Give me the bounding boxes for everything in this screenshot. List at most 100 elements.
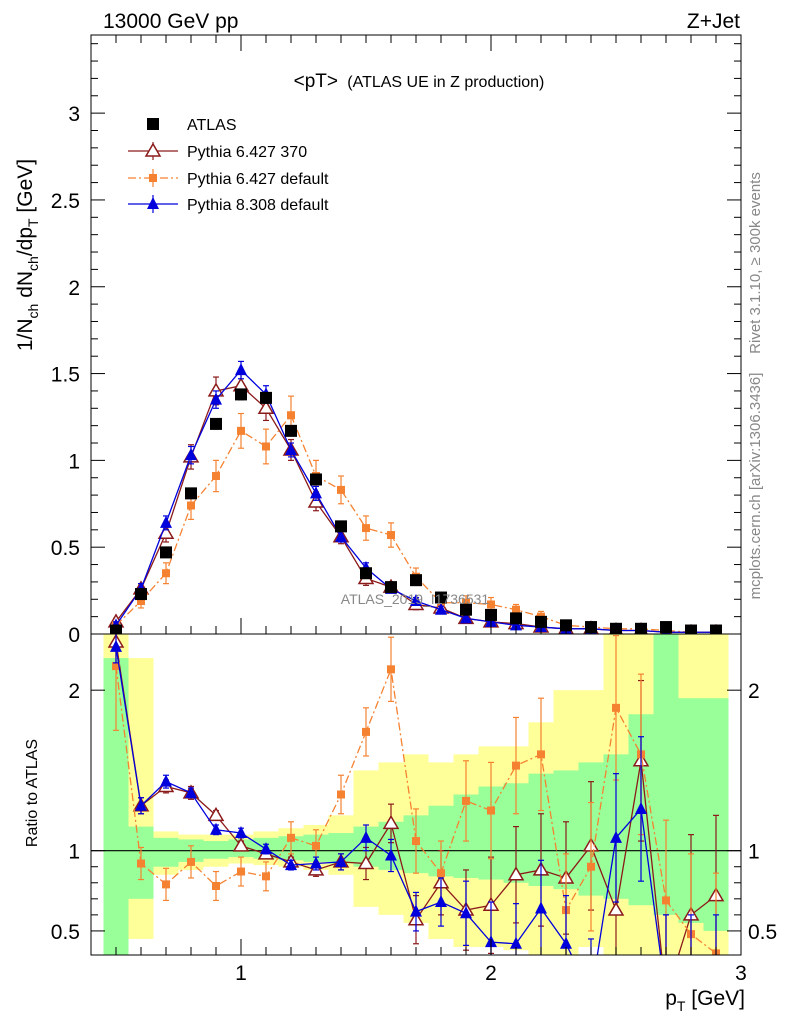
main-point-p8_default <box>160 515 172 528</box>
ratio-point-p6_default <box>162 880 170 889</box>
ratio-point-p6_default <box>287 833 295 842</box>
ratio-point-p8_default <box>160 774 172 787</box>
header-energy: 13000 GeV pp <box>103 10 238 33</box>
ratio-point-p6_370 <box>357 855 375 870</box>
mcplots-label: mcplots.cern.ch [arXiv:1306.3436] <box>747 373 764 600</box>
main-point-p6_default <box>337 485 345 494</box>
ratio-point-p6_default <box>237 867 245 876</box>
ratio-point-p6_370 <box>207 806 225 822</box>
ratio-point-p6_default <box>412 837 420 846</box>
legend-marker-atlas <box>147 118 159 130</box>
legend-label-p6_default: Pythia 6.427 default <box>187 171 329 188</box>
ratio-point-p8_default <box>560 936 572 949</box>
main-point-atlas <box>310 473 322 486</box>
ratio-series-group <box>107 634 725 1000</box>
ratio-point-p6_370 <box>232 837 250 852</box>
x-tick-label: 3 <box>735 962 747 985</box>
legend-marker-p8_default <box>147 197 159 209</box>
ratio-point-p6_default <box>487 806 495 815</box>
main-point-p6_default <box>137 597 145 606</box>
ratio-y-tick-label-right: 0.5 <box>748 921 777 944</box>
legend: ATLAS Pythia 6.427 370 Pythia 6.427 defaul… <box>128 117 329 214</box>
ratio-point-p8_default <box>110 639 122 652</box>
main-point-atlas <box>435 591 447 604</box>
ratio-point-p8_default <box>260 842 272 855</box>
main-point-p6_default <box>237 426 245 435</box>
plot-title-main: <pT> <box>294 71 338 92</box>
legend-marker-p6_370 <box>144 142 162 157</box>
header-process: Z+Jet <box>687 10 740 33</box>
ratio-point-p8_default <box>385 848 397 861</box>
plot-title: <pT> (ATLAS UE in Z production) <box>294 71 545 92</box>
ratio-point-p6_default <box>337 790 345 799</box>
ratio-point-p6_default <box>587 862 595 871</box>
main-point-atlas <box>560 619 572 632</box>
main-point-atlas <box>235 388 247 401</box>
legend-label-p6_370: Pythia 6.427 370 <box>187 144 307 161</box>
main-point-atlas <box>360 567 372 580</box>
ratio-point-p6_370 <box>507 866 525 881</box>
ratio-point-p8_default <box>435 895 447 908</box>
ratio-point-p6_default <box>262 872 270 881</box>
main-point-atlas <box>335 520 347 533</box>
main-point-p8_default <box>210 392 222 405</box>
main-point-atlas <box>135 588 147 601</box>
main-y-tick-label: 0 <box>68 624 80 647</box>
ratio-point-p6_default <box>312 841 320 850</box>
ratio-point-p8_default <box>335 854 347 867</box>
ratio-y-tick-label: 0.5 <box>51 921 80 944</box>
main-point-p6_default <box>162 569 170 578</box>
ratio-point-p8_default <box>635 801 647 814</box>
ratio-point-p6_default <box>362 727 370 736</box>
main-point-p8_default <box>410 594 422 607</box>
ratio-y-tick-label: 2 <box>68 680 80 703</box>
ratio-y-tick-label-right: 2 <box>748 680 760 703</box>
main-point-p8_default <box>235 363 247 376</box>
main-point-p8_default <box>285 442 297 455</box>
main-point-p6_default <box>512 605 520 614</box>
main-y-tick-label: 1.5 <box>51 364 80 387</box>
ratio-point-p6_default <box>662 896 670 905</box>
ratio-y-tick-label-right: 1 <box>748 841 760 864</box>
main-point-p8_default <box>310 486 322 499</box>
ratio-point-p8_default <box>585 988 597 1000</box>
ratio-point-p8_default <box>510 936 522 949</box>
legend-label-atlas: ATLAS <box>187 117 237 134</box>
ratio-point-p6_370 <box>607 901 625 916</box>
ratio-point-p8_default <box>535 901 547 914</box>
x-tick-label: 1 <box>235 962 247 985</box>
main-point-p6_default <box>387 531 395 540</box>
legend-marker-p6_default <box>149 174 157 182</box>
ratio-point-p6_default <box>537 750 545 759</box>
y-axis-title-ratio: Ratio to ATLAS <box>24 739 41 847</box>
x-axis-title: pT [GeV] <box>665 987 745 1014</box>
main-point-p8_default <box>460 611 472 624</box>
main-point-atlas <box>485 608 497 621</box>
main-point-p6_default <box>212 472 220 481</box>
main-point-p6_default <box>287 411 295 420</box>
ratio-point-p6_default <box>612 703 620 712</box>
ratio-point-p8_default <box>135 798 147 811</box>
main-point-atlas <box>210 417 222 430</box>
main-y-tick-label: 0.5 <box>51 537 80 560</box>
axes-group: 00.511.522.531 2 30.5 0.51 12 2 <box>51 35 777 985</box>
ratio-point-p6_370 <box>382 814 400 830</box>
x-tick-label: 2 <box>485 962 497 985</box>
ratio-y-tick-label: 1 <box>68 841 80 864</box>
ratio-point-p8_default <box>210 822 222 835</box>
ratio-point-p6_default <box>112 662 120 671</box>
ratio-point-p8_default <box>610 830 622 843</box>
ratio-point-p6_default <box>387 665 395 674</box>
main-point-p6_default <box>462 598 470 607</box>
rivet-label: Rivet 3.1.10, ≥ 300k events <box>747 172 764 354</box>
main-point-atlas <box>160 546 172 559</box>
ratio-point-p6_default <box>187 857 195 866</box>
ratio-point-p8_default <box>460 906 472 919</box>
ratio-point-p6_default <box>212 881 220 890</box>
main-point-atlas <box>385 581 397 594</box>
ratio-point-p6_default <box>512 761 520 770</box>
ratio-point-p8_default <box>360 830 372 843</box>
main-point-p6_default <box>262 442 270 451</box>
main-point-atlas <box>510 612 522 625</box>
